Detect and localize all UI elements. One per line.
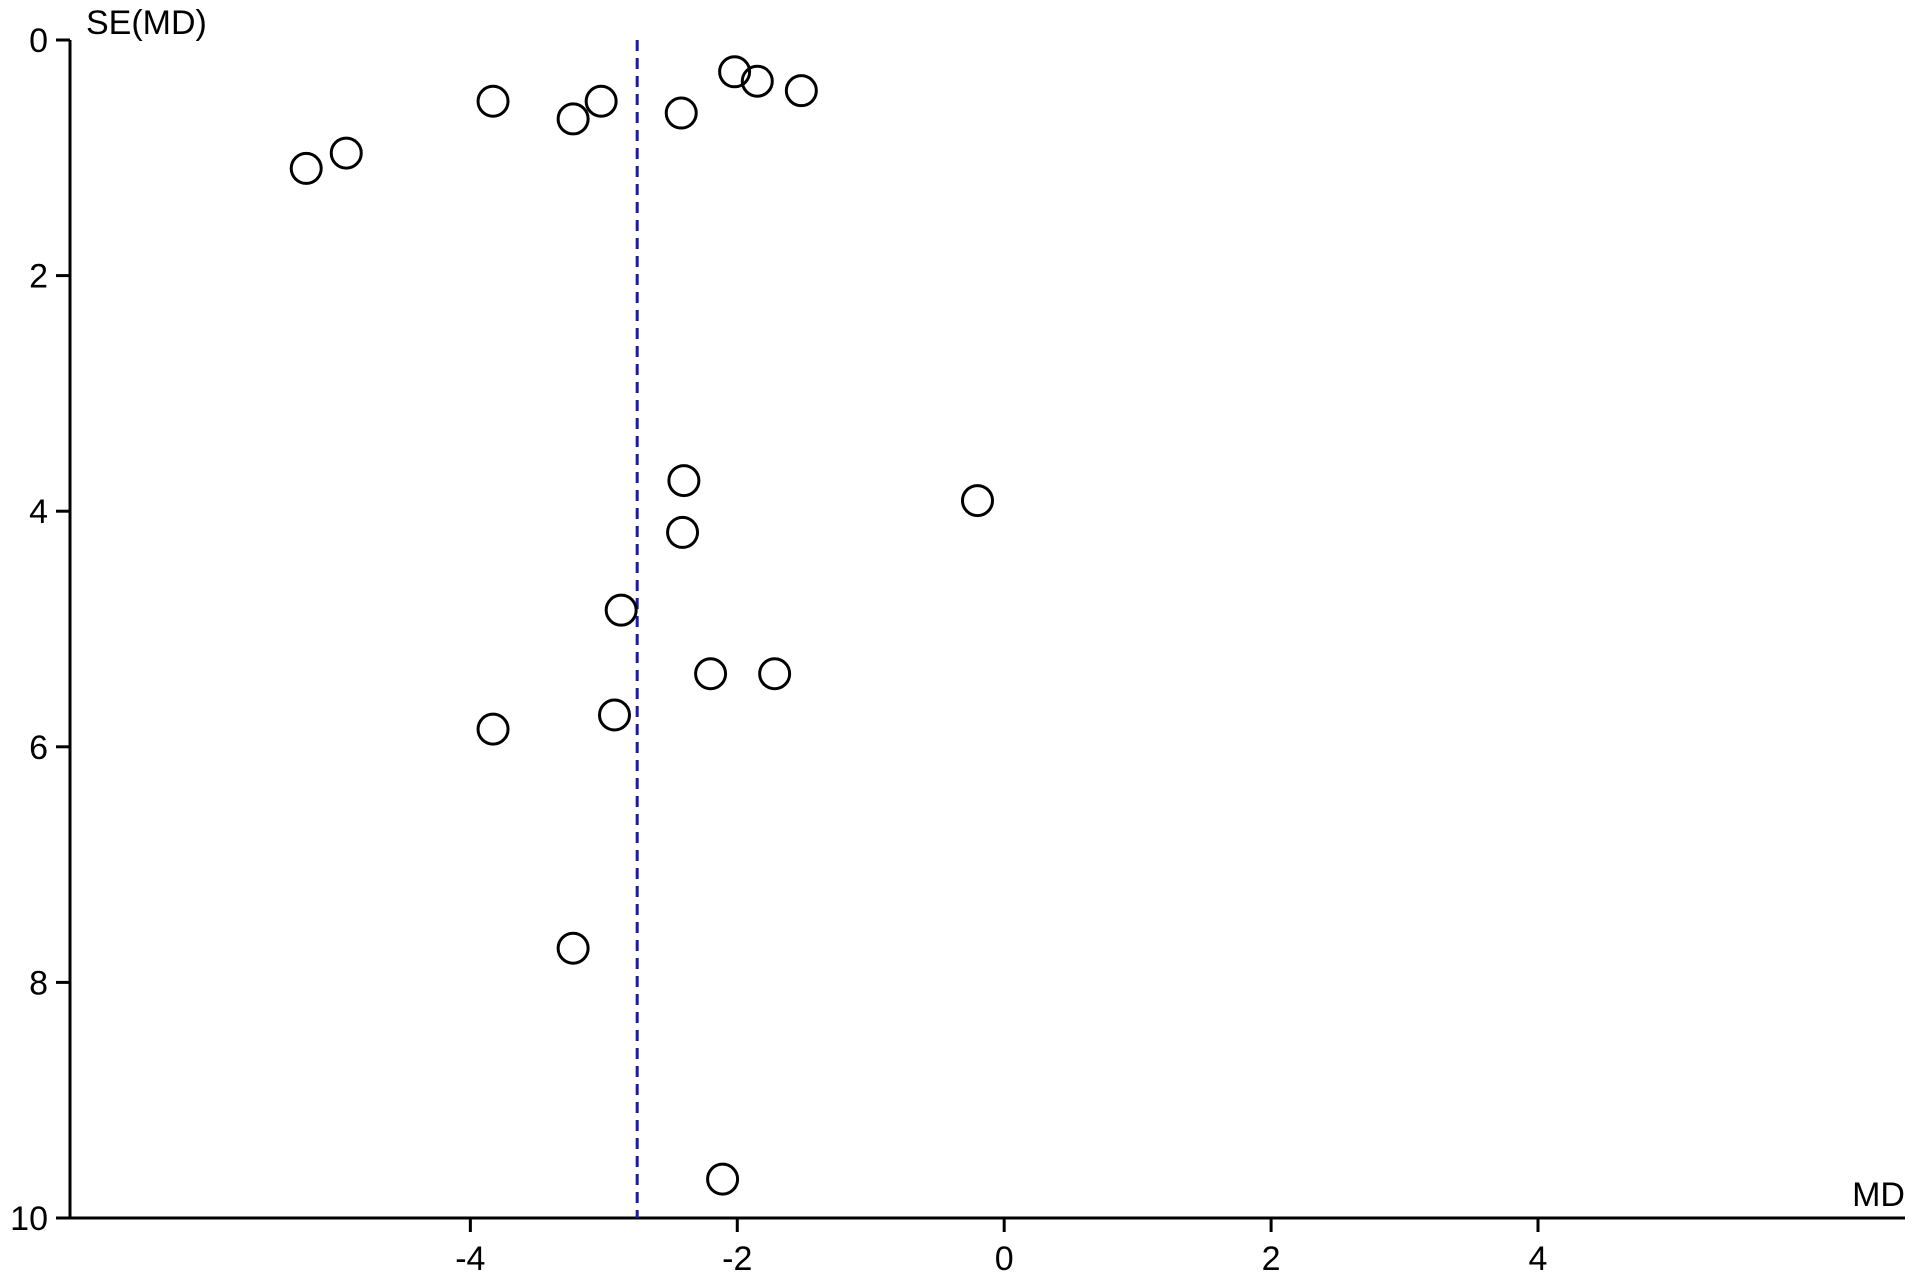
study-point	[664, 96, 698, 130]
y-tick-label: 6	[29, 729, 48, 767]
study-points	[289, 55, 994, 1196]
x-tick-label: 4	[1529, 1240, 1548, 1277]
x-tick-label: 2	[1262, 1240, 1281, 1277]
study-point	[604, 593, 638, 627]
x-tick-label: -4	[455, 1240, 485, 1277]
study-point	[784, 74, 818, 108]
study-point	[718, 55, 752, 89]
study-point	[556, 931, 590, 965]
y-tick-label: 0	[29, 22, 48, 60]
study-point	[667, 464, 701, 498]
y-axis-title: SE(MD)	[86, 4, 207, 42]
axes	[68, 40, 1905, 1220]
study-point	[597, 698, 631, 732]
x-axis-ticks: -4 -2 0 2 4	[455, 1218, 1547, 1277]
study-point	[584, 84, 618, 118]
y-tick-label: 10	[10, 1200, 48, 1238]
y-axis-ticks: 0 2 4 6 8 10	[10, 22, 70, 1238]
study-point	[329, 136, 363, 170]
y-tick-label: 8	[29, 964, 48, 1002]
x-tick-label: 0	[995, 1240, 1014, 1277]
study-point	[289, 151, 323, 185]
study-point	[758, 657, 792, 691]
study-point	[740, 64, 774, 98]
study-point	[706, 1162, 740, 1196]
study-point	[666, 515, 700, 549]
x-axis-title: MD	[1852, 1176, 1905, 1214]
y-tick-label: 4	[29, 493, 48, 531]
y-tick-label: 2	[29, 258, 48, 296]
study-point	[694, 657, 728, 691]
study-point	[476, 84, 510, 118]
study-point	[556, 102, 590, 136]
study-point	[960, 484, 994, 518]
study-point	[476, 712, 510, 746]
x-tick-label: -2	[722, 1240, 752, 1277]
